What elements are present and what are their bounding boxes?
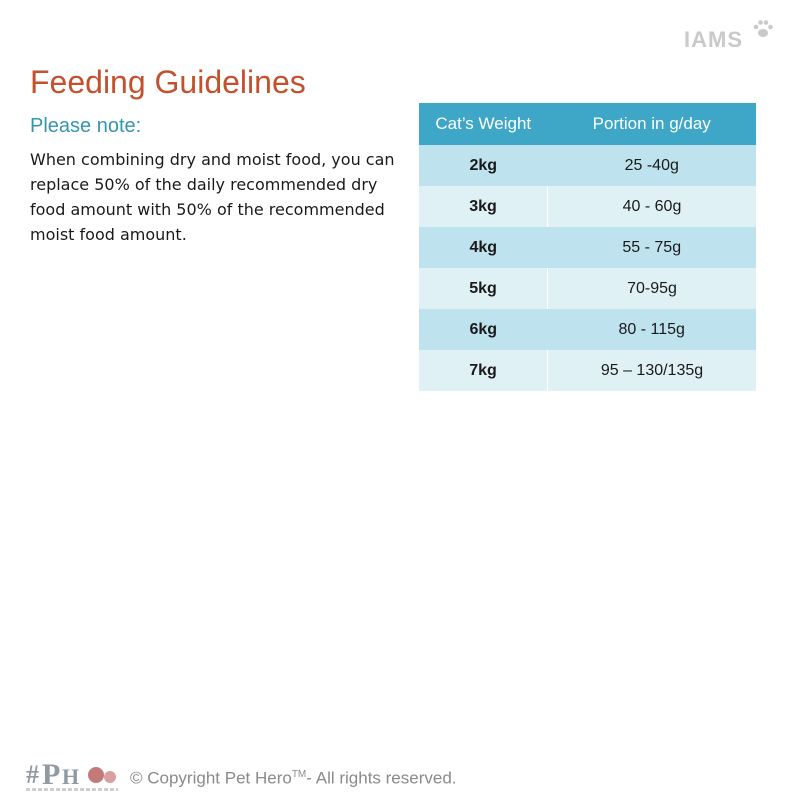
portion-column-header: Portion in g/day [547,103,756,145]
trademark-mark: TM [291,769,307,780]
portion-cell: 40 - 60g [547,186,756,227]
pet-hero-logo-mark: # P H [26,758,116,791]
weight-cell: 2kg [419,145,548,186]
logo-tagline [26,788,118,791]
portion-cell: 25 -40g [547,145,756,186]
table-row: 6kg 80 - 115g [419,309,756,350]
table-row: 5kg 70-95g [419,268,756,309]
portion-cell: 70-95g [547,268,756,309]
table-row: 3kg 40 - 60g [419,186,756,227]
svg-text:#: # [26,760,39,789]
table-row: 4kg 55 - 75g [419,227,756,268]
weight-column-header: Cat’s Weight [419,103,548,145]
weight-cell: 6kg [419,309,548,350]
note-body: When combining dry and moist food, you c… [30,150,395,244]
table-row: 7kg 95 – 130/135g [419,350,756,391]
iams-logo: IAMS [684,18,776,58]
weight-cell: 4kg [419,227,548,268]
pet-hero-logo: # P H [26,757,118,797]
copyright-suffix: - All rights reserved. [306,768,457,788]
iams-wordmark: IAMS [684,27,743,52]
weight-cell: 5kg [419,268,548,309]
portion-cell: 55 - 75g [547,227,756,268]
portion-cell: 95 – 130/135g [547,350,756,391]
portion-cell: 80 - 115g [547,309,756,350]
copyright-notice: © Copyright Pet HeroTM- All rights reser… [130,763,457,791]
copyright-prefix: © Copyright Pet Hero [130,768,292,788]
feeding-guidelines-table: Cat’s Weight Portion in g/day 2kg 25 -40… [419,103,756,391]
table-header-row: Cat’s Weight Portion in g/day [419,103,756,145]
svg-text:P: P [42,758,60,791]
weight-cell: 7kg [419,350,548,391]
paw-print-icon [753,20,773,37]
page-title: Feeding Guidelines [30,64,306,100]
note-heading: Please note: [30,115,142,137]
svg-text:H: H [62,764,79,789]
table-row: 2kg 25 -40g [419,145,756,186]
weight-cell: 3kg [419,186,548,227]
